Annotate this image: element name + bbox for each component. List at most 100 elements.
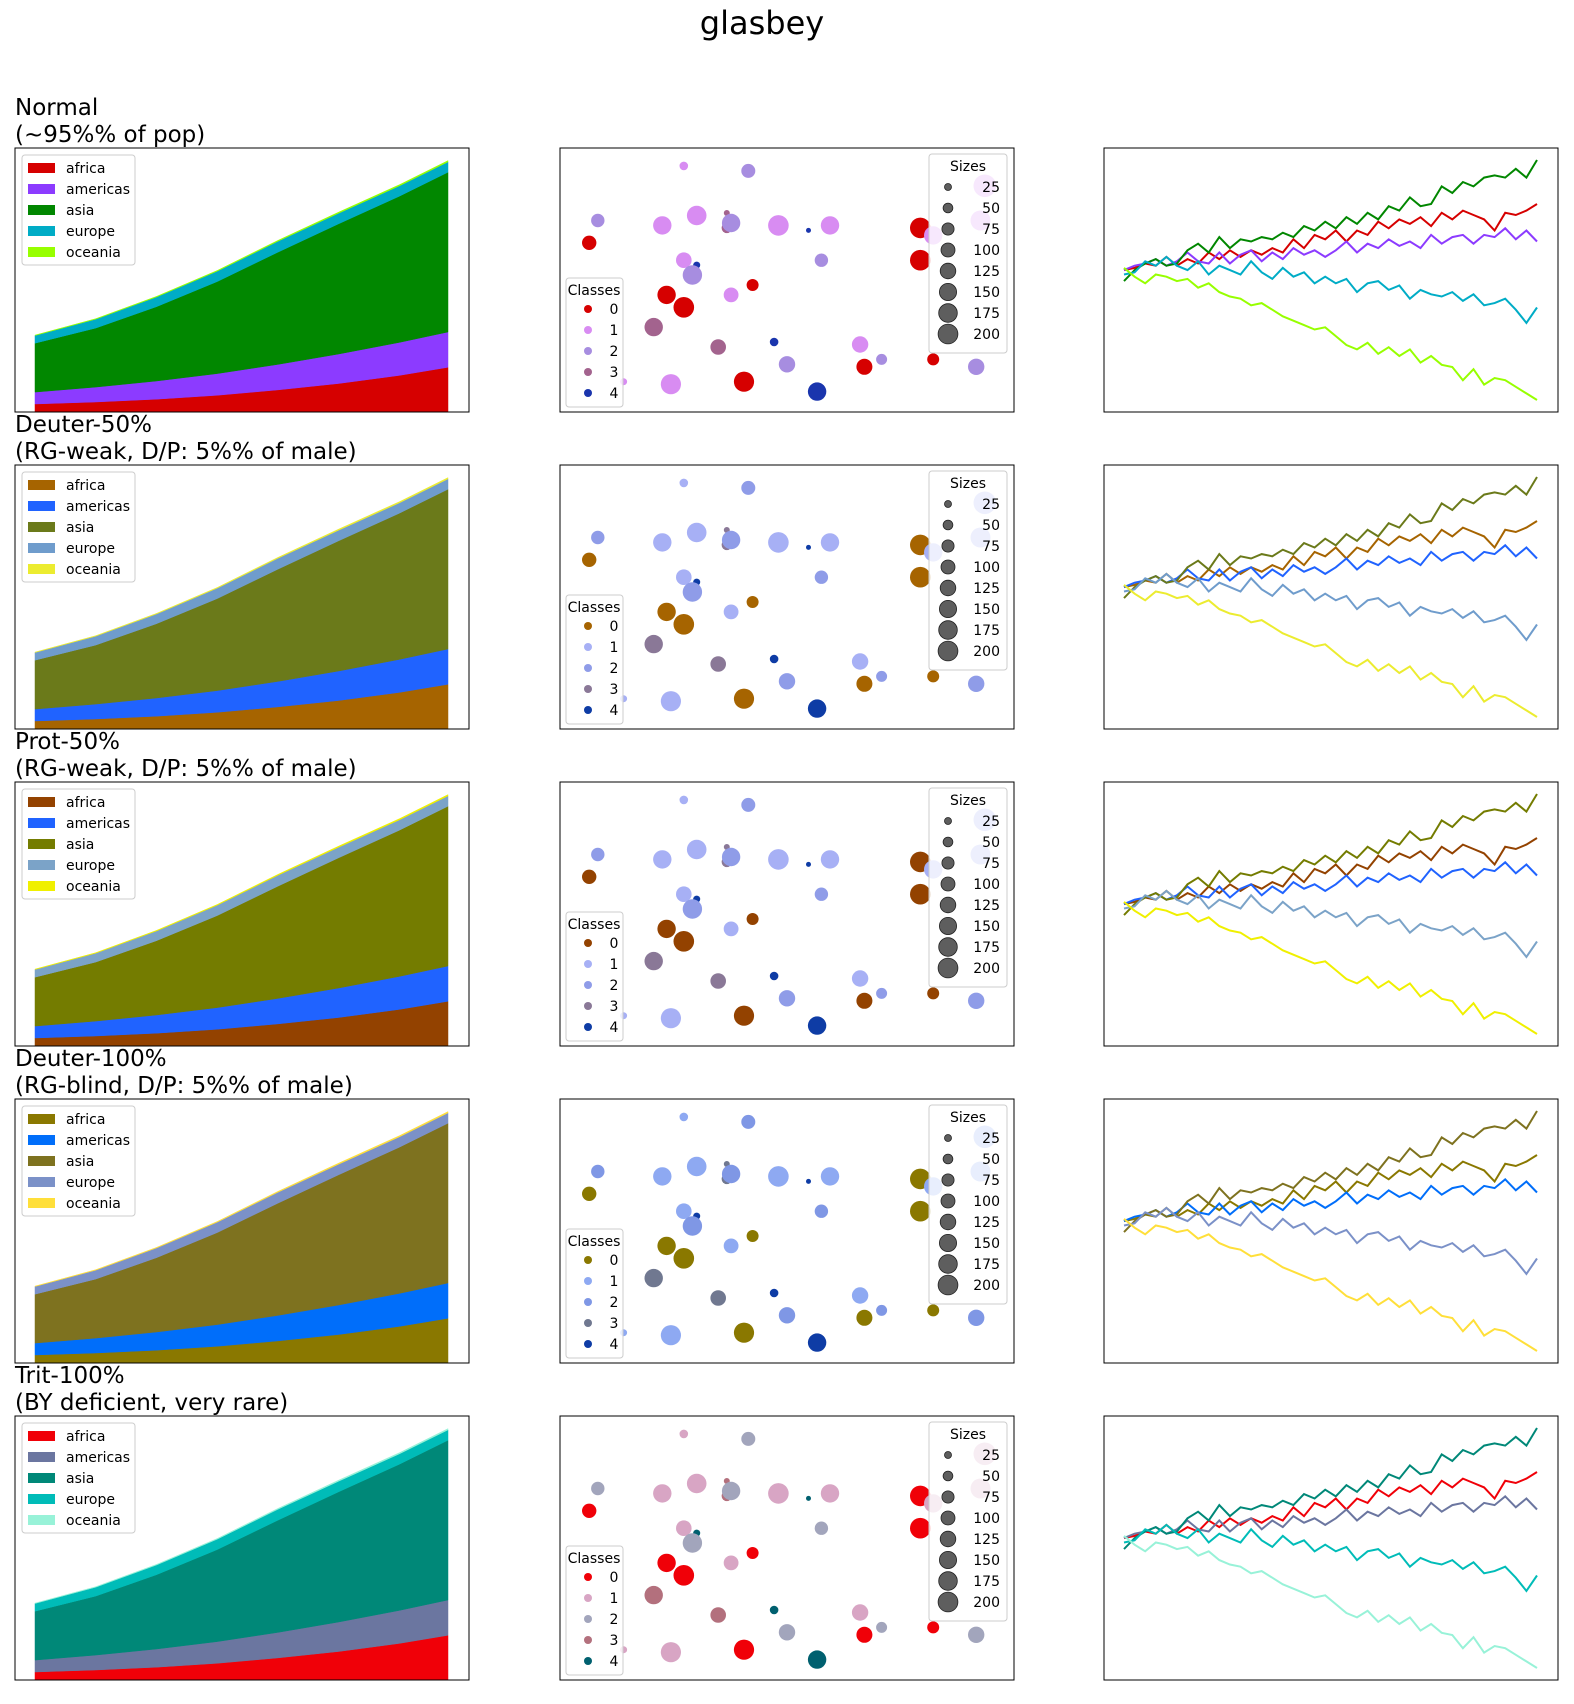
row-subtitle: (~95%% of pop)	[15, 122, 205, 148]
class-label-2: 2	[610, 1295, 619, 1311]
scatter-point	[741, 1431, 756, 1446]
scatter-point	[741, 163, 756, 178]
legend-label-asia: asia	[66, 520, 94, 536]
legend-swatch-europe	[28, 1494, 55, 1504]
scatter-point	[820, 216, 840, 235]
scatter-point	[644, 634, 663, 654]
scatter-point	[910, 249, 931, 271]
legend-label-asia: asia	[66, 1471, 94, 1487]
line-series-oceania	[1123, 267, 1538, 401]
scatter-point	[741, 1114, 756, 1129]
legend-swatch-asia	[28, 205, 55, 215]
class-label-4: 4	[610, 386, 619, 402]
class-marker-0	[584, 305, 592, 313]
scatter-point	[723, 921, 739, 937]
line-series-europe	[1123, 889, 1538, 959]
scatter-point	[679, 795, 689, 805]
class-marker-0	[584, 1256, 592, 1264]
size-label-75: 75	[982, 222, 1000, 238]
axes-frame	[14, 147, 470, 413]
axes-frame	[1103, 1098, 1559, 1364]
legend-swatch-europe	[28, 1177, 55, 1187]
scatter-point	[807, 1333, 827, 1352]
legend-swatch-africa	[28, 797, 55, 807]
legend-box	[565, 277, 624, 408]
size-marker-125	[939, 1530, 957, 1548]
line-series-africa	[1123, 520, 1538, 589]
scatter-point	[806, 227, 811, 233]
scatter-point	[927, 1621, 940, 1634]
chart-row: Normal(~95%% of pop) africa americas asia eu…	[14, 95, 1559, 413]
scatter-point	[768, 532, 789, 553]
legend-box	[565, 1545, 624, 1676]
scatter-point	[910, 1517, 931, 1539]
line-series-africa	[1123, 1471, 1538, 1540]
scatter-point	[591, 847, 605, 862]
scatter-point	[710, 1290, 726, 1306]
class-label-1: 1	[610, 1591, 619, 1607]
size-label-200: 200	[973, 1278, 1000, 1294]
class-label-0: 0	[610, 936, 619, 952]
size-label-25: 25	[982, 497, 1000, 513]
row-subtitle: (BY deficient, very rare)	[15, 1390, 288, 1416]
scatter-point	[851, 1604, 869, 1621]
legend-box	[21, 1422, 136, 1534]
scatter-point	[582, 1503, 597, 1519]
scatter-point	[856, 358, 873, 375]
scatter-point	[733, 371, 755, 392]
axes-frame	[14, 1098, 470, 1364]
scatter-point	[653, 533, 672, 552]
line-series-americas	[1123, 226, 1538, 272]
size-marker-50	[942, 519, 954, 531]
legend-box	[565, 1228, 624, 1359]
size-label-200: 200	[973, 1595, 1000, 1611]
axes-frame	[1103, 781, 1559, 1047]
scatter-point	[968, 992, 985, 1009]
legend-label-americas: americas	[66, 499, 130, 515]
size-marker-75	[941, 1490, 955, 1504]
class-label-0: 0	[610, 1253, 619, 1269]
size-label-25: 25	[982, 1448, 1000, 1464]
size-label-175: 175	[973, 1574, 1000, 1590]
legend-label-asia: asia	[66, 1154, 94, 1170]
size-label-125: 125	[973, 1532, 1000, 1548]
class-marker-4	[584, 1340, 592, 1348]
class-label-3: 3	[610, 365, 619, 381]
axes-frame	[559, 464, 1015, 730]
scatter-point	[927, 987, 940, 1000]
class-marker-1	[584, 1277, 592, 1285]
size-marker-100	[940, 876, 956, 892]
size-label-75: 75	[982, 1173, 1000, 1189]
class-marker-2	[584, 981, 592, 989]
size-marker-200	[937, 1591, 959, 1613]
scatter-point	[679, 1112, 689, 1122]
legend-box	[21, 154, 136, 266]
class-label-4: 4	[610, 703, 619, 719]
size-marker-50	[942, 836, 954, 848]
scatter-point	[582, 1186, 597, 1202]
size-label-100: 100	[973, 1511, 1000, 1527]
scatter-point	[820, 1484, 840, 1503]
scatter-point	[686, 522, 707, 543]
size-marker-125	[939, 262, 957, 280]
scatter-point	[741, 480, 756, 495]
scatter-point	[673, 1248, 695, 1269]
scatter-point	[721, 1164, 741, 1184]
scatter-chart: Classes 0 1 2 3 4 Sizes 25 50 75 100 125 150 175 200	[559, 1415, 1015, 1681]
class-marker-1	[584, 326, 592, 334]
size-marker-25	[944, 1134, 952, 1142]
stacked-area-chart: africa americas asia europe oceania	[14, 781, 470, 1047]
size-label-125: 125	[973, 1215, 1000, 1231]
line-series-oceania	[1123, 1535, 1538, 1669]
scatter-point	[807, 1016, 827, 1035]
row-title: Trit-100%	[14, 1363, 125, 1389]
scatter-point	[644, 1268, 663, 1288]
class-label-1: 1	[610, 640, 619, 656]
size-marker-75	[941, 222, 955, 236]
class-marker-2	[584, 1298, 592, 1306]
scatter-point	[733, 1005, 755, 1026]
class-label-2: 2	[610, 978, 619, 994]
size-label-200: 200	[973, 327, 1000, 343]
row-subtitle: (RG-blind, D/P: 5%% of male)	[15, 1073, 353, 1099]
scatter-point	[653, 850, 672, 869]
